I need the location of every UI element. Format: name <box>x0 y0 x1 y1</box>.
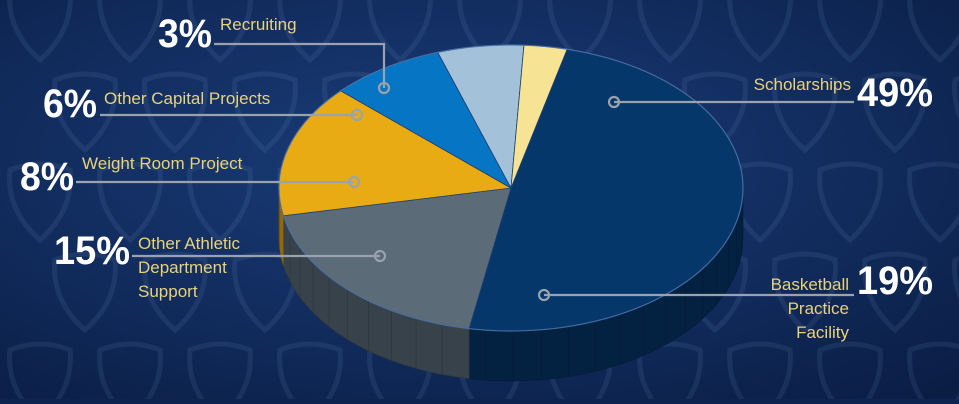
slice-labels: 49% Scholarships 19% Basketball Practice Faci… <box>20 12 933 342</box>
shield-pattern-shape <box>97 341 163 404</box>
shield-pattern-shape <box>187 0 253 64</box>
category-label-other-athletic-line-2: Department <box>138 258 227 277</box>
shield-pattern-shape <box>277 341 343 404</box>
shield-pattern-shape <box>97 0 163 64</box>
shield-pattern-shape <box>232 251 298 334</box>
category-label-other-capital-projects: Other Capital Projects <box>104 89 270 108</box>
shield-pattern-shape <box>7 341 73 404</box>
shield-pattern-shape <box>367 0 433 64</box>
category-label-basketball-line-2: Practice <box>788 299 849 318</box>
shield-pattern-shape <box>7 0 73 64</box>
leader-dot-other-capital-projects <box>350 108 364 122</box>
shield-pattern-shape <box>772 71 838 154</box>
shield-pattern-shape <box>637 0 703 64</box>
leader-line-recruiting <box>214 42 386 88</box>
percent-label-recruiting: 3% <box>158 12 212 56</box>
category-label-recruiting: Recruiting <box>220 15 297 34</box>
shield-pattern-shape <box>187 161 253 244</box>
leader-dot-recruiting <box>377 81 391 95</box>
shield-pattern-shape <box>862 71 928 154</box>
shield-pattern-shape <box>727 341 793 404</box>
shield-pattern-shape <box>862 251 928 334</box>
category-label-other-athletic-line-1: Other Athletic <box>138 234 241 253</box>
shield-pattern-shape <box>187 341 253 404</box>
shield-pattern-shape <box>457 0 523 64</box>
shield-pattern-shape <box>7 161 73 244</box>
leader-dot-weight-room-project <box>347 175 361 189</box>
percent-label-other-capital-projects: 6% <box>43 82 97 126</box>
pie-top <box>278 44 744 332</box>
pie-rim <box>278 44 744 332</box>
shield-pattern-shape <box>817 0 883 64</box>
shield-pattern-shape <box>52 251 118 334</box>
category-label-basketball-line-3: Facility <box>796 323 849 342</box>
shield-pattern-shape <box>907 161 959 244</box>
shield-pattern-shape <box>727 0 793 64</box>
shield-pattern-shape <box>547 0 613 64</box>
category-label-basketball-line-1: Basketball <box>771 275 849 294</box>
category-label-scholarships: Scholarships <box>754 75 851 94</box>
percent-label-basketball: 19% <box>857 259 933 303</box>
leader-dot-scholarships <box>607 95 621 109</box>
category-label-weight-room-project: Weight Room Project <box>82 154 243 173</box>
shield-pattern-shape <box>97 161 163 244</box>
percent-label-other-athletic: 15% <box>54 229 130 273</box>
leader-dot-other-athletic <box>373 249 387 263</box>
leader-dot-basketball <box>537 288 551 302</box>
shield-pattern-shape <box>637 341 703 404</box>
shield-pattern-shape <box>817 161 883 244</box>
shield-pattern-shape <box>817 341 883 404</box>
percent-label-weight-room-project: 8% <box>20 155 74 199</box>
shield-pattern-shape <box>907 0 959 64</box>
leader-lines <box>76 42 854 302</box>
percent-label-scholarships: 49% <box>857 71 933 115</box>
shield-pattern-shape <box>142 251 208 334</box>
shield-pattern-shape <box>277 0 343 64</box>
category-label-other-athletic-line-3: Support <box>138 282 198 301</box>
shield-pattern-shape <box>52 71 118 154</box>
shield-pattern-shape <box>907 341 959 404</box>
